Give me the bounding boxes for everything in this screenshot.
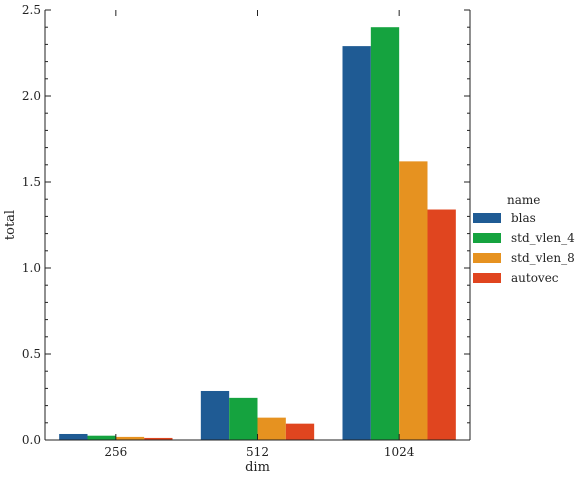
legend-label-std_vlen_8: std_vlen_8 (511, 251, 575, 265)
legend-swatch-std_vlen_4 (473, 233, 501, 243)
bar-std_vlen_8-512 (257, 417, 286, 440)
y-tick-label: 2.5 (22, 3, 41, 17)
bar-std_vlen_4-1024 (370, 27, 400, 440)
x-tick-label: 512 (246, 445, 269, 459)
bar-std_vlen_4-256 (87, 435, 116, 440)
bar-blas-256 (59, 433, 88, 440)
bar-std_vlen_8-1024 (399, 161, 428, 441)
x-axis-label: dim (245, 460, 270, 475)
bar-std_vlen_8-256 (115, 436, 145, 440)
legend-swatch-autovec (473, 273, 501, 283)
bars-group (59, 27, 456, 441)
y-tick-label: 0.5 (22, 347, 41, 361)
y-ticks: 0.0 0.5 1.0 1.5 2.0 2.5 (22, 3, 470, 447)
bar-autovec-1024 (427, 209, 456, 440)
y-tick-label: 1.5 (22, 175, 41, 189)
bar-std_vlen_4-512 (229, 397, 258, 440)
legend-label-std_vlen_4: std_vlen_4 (511, 231, 575, 245)
y-tick-label: 2.0 (22, 89, 41, 103)
legend-label-blas: blas (511, 211, 536, 225)
x-tick-label: 1024 (384, 445, 415, 459)
y-tick-label: 1.0 (22, 261, 41, 275)
bar-blas-1024 (342, 46, 371, 441)
bar-autovec-512 (285, 423, 315, 440)
bar-blas-512 (200, 390, 230, 440)
legend-swatch-blas (473, 213, 501, 223)
bar-autovec-256 (144, 437, 173, 440)
legend-title: name (507, 193, 540, 207)
y-axis-label: total (3, 210, 18, 240)
x-tick-label: 256 (104, 445, 127, 459)
legend-label-autovec: autovec (511, 271, 559, 285)
y-tick-label: 0.0 (22, 433, 41, 447)
x-ticks: 256 512 1024 (104, 10, 415, 459)
legend-swatch-std_vlen_8 (473, 253, 501, 263)
